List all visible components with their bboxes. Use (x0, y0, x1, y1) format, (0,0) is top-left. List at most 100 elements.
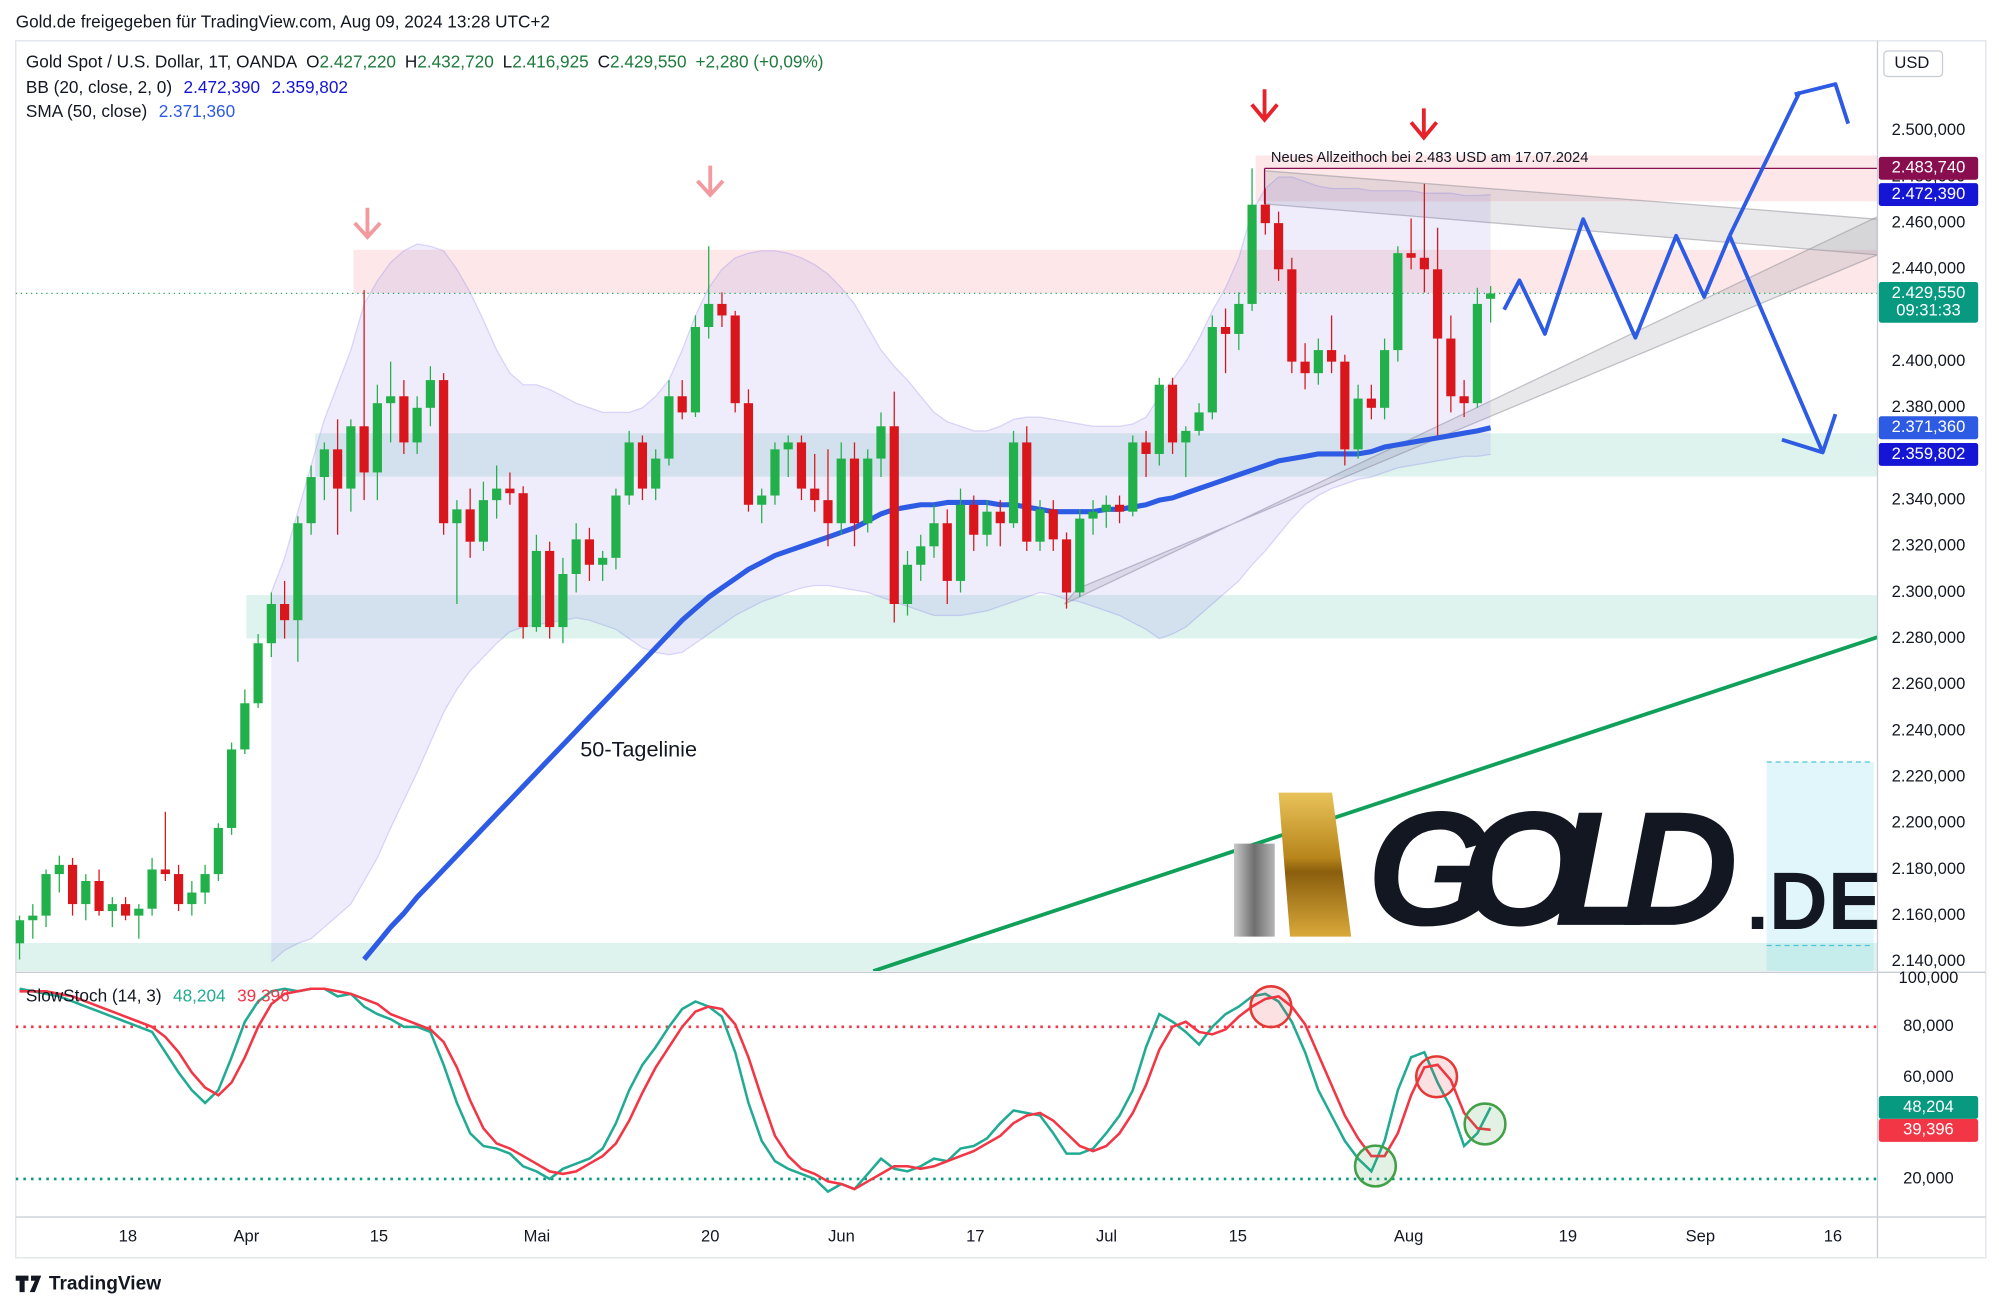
candle-body (1181, 430, 1191, 443)
candle-body (611, 495, 621, 558)
logo-text: GOLD (1367, 777, 1739, 960)
logo: GOLD .DE (1233, 777, 1878, 960)
price-pane (15, 167, 1878, 963)
candle-body (757, 495, 767, 505)
ohlc-letter: L (503, 51, 513, 71)
candle-body (677, 396, 687, 413)
candle-body (1486, 293, 1496, 299)
candle-body (1101, 504, 1111, 512)
candle-body (187, 892, 197, 905)
candle-body (849, 458, 860, 524)
candle-body (266, 604, 276, 644)
price-tag (1878, 156, 1979, 180)
candle-body (1128, 442, 1138, 512)
candle-body (319, 449, 329, 478)
candle-body (1366, 398, 1376, 408)
change: +2,280 (+0,09%) (695, 51, 823, 71)
y-tick-label: 2.260,000 (1892, 674, 1966, 693)
arrow-head (1794, 82, 1851, 125)
ohlc-value: 2.429,550 (610, 51, 686, 71)
candle-body (1234, 303, 1244, 334)
indicator-value: 2.472,390 (184, 76, 260, 96)
ath-annotation: Neues Allzeithoch bei 2.483 USD am 17.07… (1271, 150, 1588, 166)
x-tick-label: 20 (701, 1227, 719, 1246)
y-tick-label: 2.400,000 (1892, 351, 1966, 370)
candle-body (558, 574, 568, 628)
candle-body (1207, 327, 1217, 413)
candle-body (995, 511, 1005, 524)
candle-body (505, 488, 515, 494)
candle-body (478, 500, 488, 542)
candle-body (955, 504, 966, 581)
y-tick-label: 2.460,000 (1892, 213, 1966, 232)
candle-body (1061, 539, 1072, 593)
indicator-name: SMA (50, close) (26, 101, 147, 121)
candle-body (1459, 396, 1469, 404)
y-tick-label: 2.300,000 (1892, 582, 1966, 601)
y-tick-label: 20,000 (1903, 1168, 1954, 1187)
support-zone (246, 595, 1878, 639)
candle-body (372, 403, 382, 473)
y-tick-label: 2.220,000 (1892, 767, 1966, 786)
candle-body (624, 442, 634, 496)
candle-body (1075, 518, 1085, 593)
buy-signal (1463, 1102, 1507, 1146)
indicator-value: 2.359,802 (271, 76, 347, 96)
indicator-name: BB (20, close, 2, 0) (26, 76, 172, 96)
candle-body (213, 827, 223, 875)
sma-annotation: 50-Tagelinie (580, 736, 697, 761)
candle-body (67, 864, 78, 905)
top-markers (353, 89, 1439, 240)
candle-body (425, 380, 435, 408)
candle-body (1433, 269, 1443, 339)
header: Gold.de freigegeben für TradingView.com,… (16, 11, 550, 31)
y-tick-label: 2.440,000 (1892, 259, 1966, 278)
ohlc-value: 2.416,925 (512, 51, 588, 71)
down-arrow (353, 207, 382, 240)
candle-body (465, 509, 475, 542)
currency-box (1883, 50, 1944, 78)
measure-box (1766, 762, 1874, 972)
candle-body (386, 396, 396, 404)
candle-body (969, 504, 979, 535)
rising-channel (1064, 215, 1878, 605)
projection (1502, 82, 1851, 455)
candle-body (1380, 350, 1390, 408)
resistance-zone (353, 249, 1878, 294)
data-layer (15, 167, 1878, 1194)
candle-body (1088, 511, 1098, 519)
bb-upper (270, 176, 1491, 593)
candle-body (15, 920, 25, 944)
sma-line (362, 425, 1492, 962)
candle-body (399, 396, 409, 443)
legend-bb: BB (20, close, 2, 0) 2.472,390 2.359,802 (26, 76, 348, 96)
candle-body (147, 869, 157, 909)
logo-bar (1233, 843, 1275, 937)
indicator-value: 48,204 (173, 985, 226, 1005)
y-tick-label: 2.380,000 (1892, 397, 1966, 416)
candle-body (333, 449, 343, 489)
candle-body (743, 403, 754, 505)
candle-body (1260, 204, 1270, 224)
y-tick-label: 2.280,000 (1892, 628, 1966, 647)
projection-up (1727, 90, 1802, 237)
candle-body (492, 488, 502, 501)
footer: TradingView (49, 1274, 161, 1295)
y-tick-label: 2.500,000 (1892, 120, 1966, 139)
price-tag-label: 2.429,550 (1892, 283, 1966, 302)
candle-body (783, 442, 793, 450)
candle-body (1220, 327, 1231, 334)
candle-body (1313, 350, 1323, 374)
candle-body (796, 442, 807, 489)
x-tick-label: Jun (828, 1227, 855, 1246)
y-tick-label: 2.160,000 (1892, 905, 1966, 924)
y-tick-label: 2.320,000 (1892, 536, 1966, 555)
x-tick-label: 19 (1559, 1227, 1577, 1246)
price-tag (1878, 281, 1979, 323)
price-tag (1878, 183, 1979, 207)
ohlc-letter: O (306, 51, 319, 71)
candle-body (836, 458, 846, 524)
candle-body (54, 864, 64, 875)
candle-body (982, 511, 992, 535)
